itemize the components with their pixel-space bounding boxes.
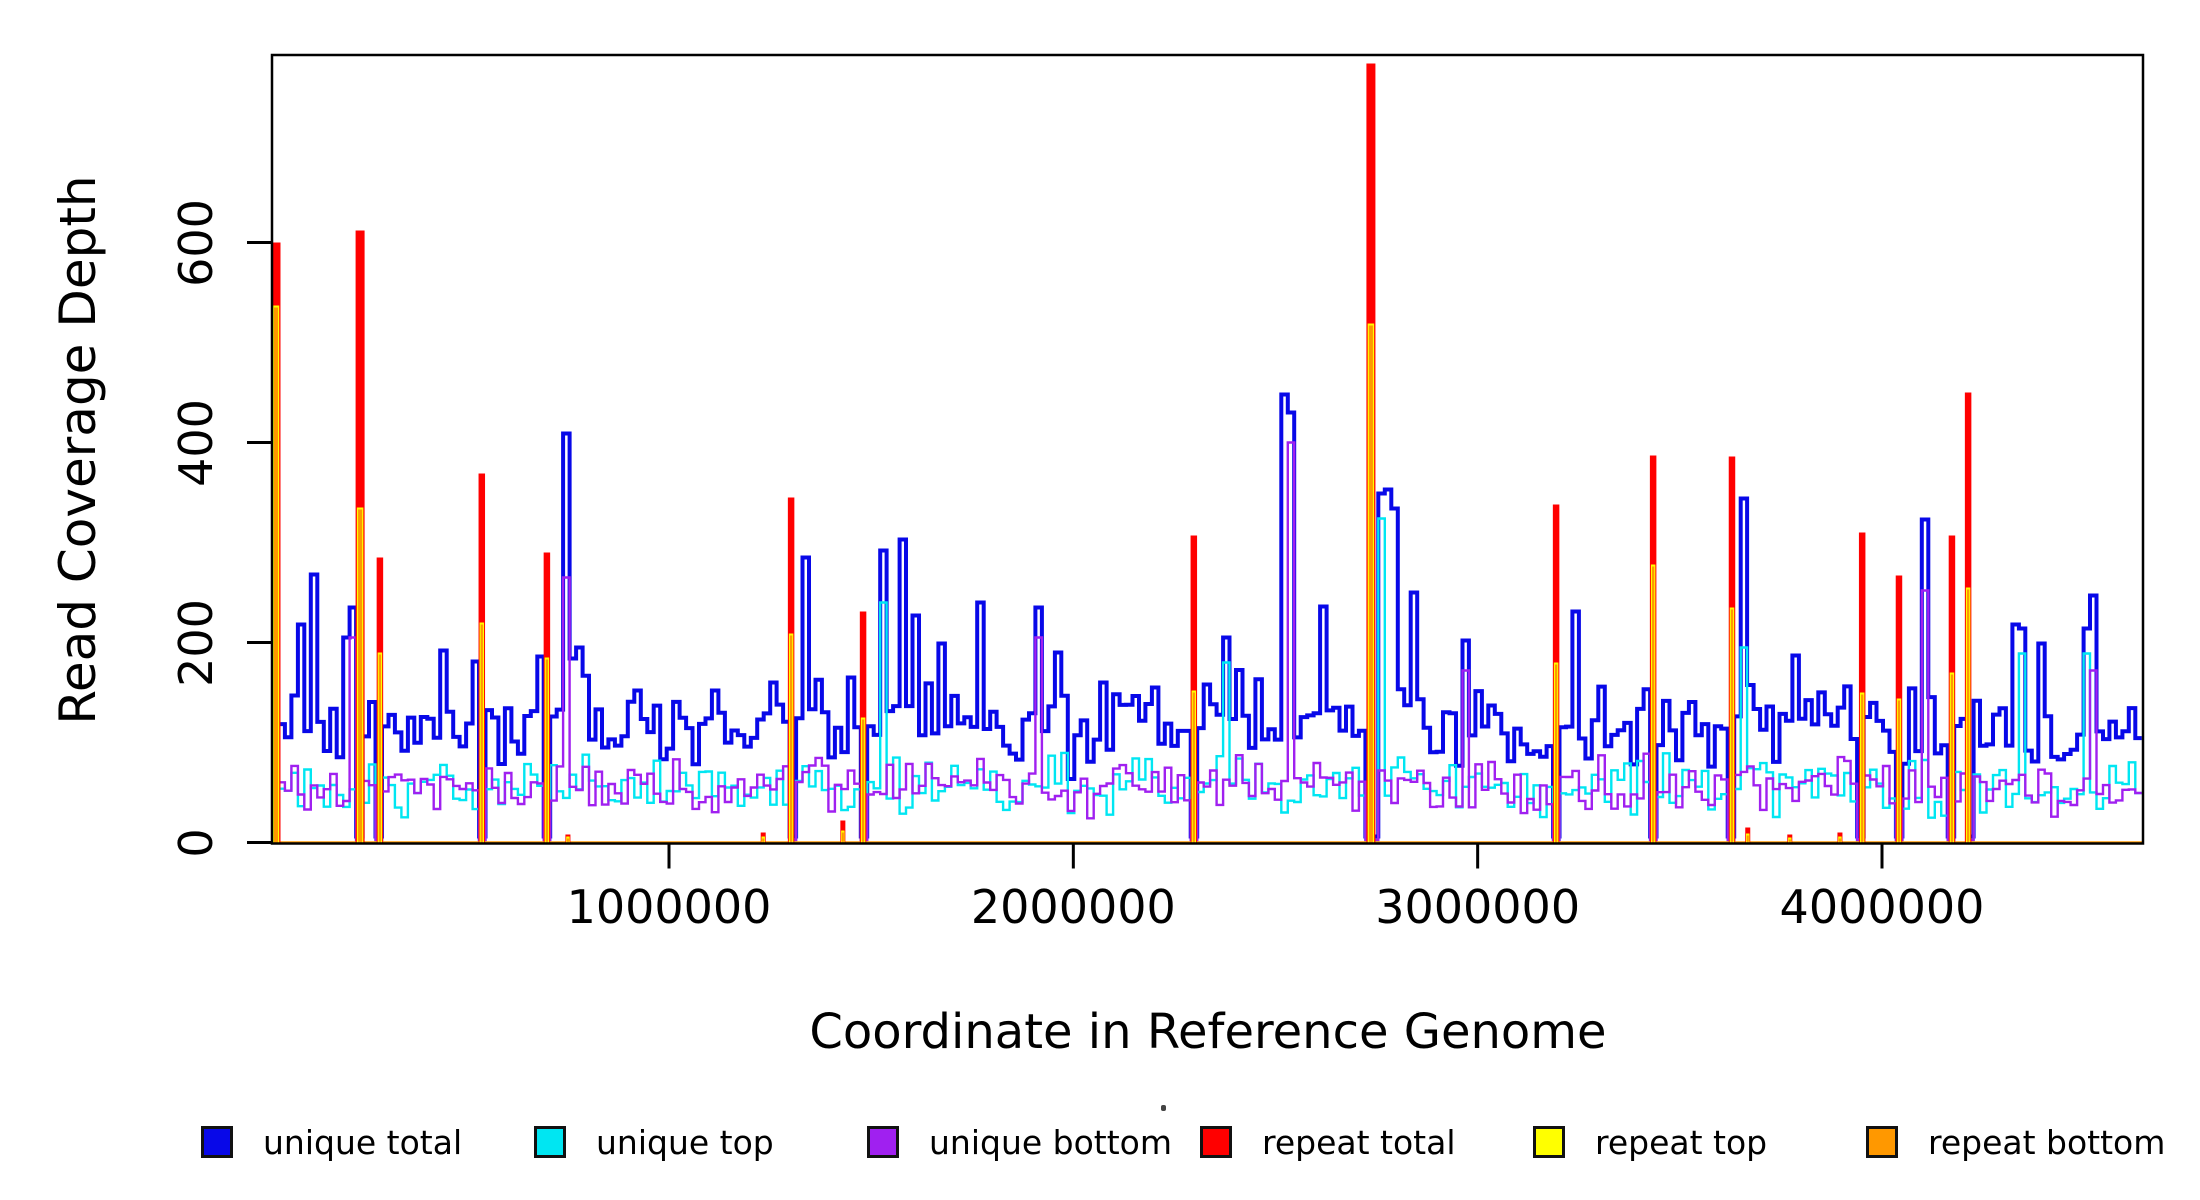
unique-total-series — [272, 392, 2142, 839]
x-tick-label: 3000000 — [1375, 880, 1581, 934]
y-axis-title: Read Coverage Depth — [49, 175, 107, 725]
unique-top-swatch-icon — [534, 1126, 566, 1158]
repeat-bottom-spike — [861, 719, 865, 844]
repeat-bottom-spike — [358, 509, 363, 844]
repeat-bottom-spike — [545, 659, 548, 844]
repeat-bottom-spike — [1861, 694, 1864, 844]
y-tick-label: 400 — [169, 398, 223, 487]
repeat-bottom-swatch-icon — [1866, 1126, 1898, 1158]
repeat-bottom-spike — [841, 832, 844, 844]
repeat-bottom-spike — [480, 624, 483, 844]
repeat-bottom-spike — [1788, 839, 1791, 844]
legend-item-repeat-top: repeat top — [1533, 1118, 1767, 1166]
legend-label: repeat total — [1262, 1122, 1456, 1162]
unique-total-swatch-icon — [201, 1126, 233, 1158]
legend-label: unique total — [263, 1122, 463, 1162]
unique-bottom-series — [272, 441, 2142, 842]
repeat-bottom-spike — [1652, 566, 1655, 844]
legend-item-unique-top: unique top — [534, 1118, 774, 1166]
repeat-bottom-spike — [1746, 835, 1749, 844]
x-tick-label: 2000000 — [970, 880, 1176, 934]
repeat-bottom-spike — [1730, 609, 1734, 844]
legend-item-repeat-bottom: repeat bottom — [1866, 1118, 2165, 1166]
x-axis-title: Coordinate in Reference Genome — [809, 1004, 1607, 1060]
y-tick-label: 600 — [169, 198, 223, 287]
legend-label: unique bottom — [929, 1122, 1173, 1162]
repeat-top-swatch-icon — [1533, 1126, 1565, 1158]
legend-item-unique-bottom: unique bottom — [867, 1118, 1172, 1166]
repeat-bottom-spike — [378, 654, 382, 844]
repeat-total-swatch-icon — [1200, 1126, 1232, 1158]
legend-label: repeat bottom — [1928, 1122, 2166, 1162]
legend-label: unique top — [596, 1122, 774, 1162]
legend-item-unique-total: unique total — [201, 1118, 462, 1166]
repeat-bottom-spike — [566, 838, 569, 844]
repeat-bottom-spike — [1555, 664, 1558, 844]
repeat-bottom-spike — [1368, 325, 1373, 844]
y-tick-label: 0 — [169, 827, 223, 858]
unique-bottom-swatch-icon — [867, 1126, 899, 1158]
repeat-bottom-spike — [273, 307, 278, 844]
plot-frame — [270, 53, 2145, 845]
repeat-bottom-spike — [790, 635, 793, 844]
plot-legend: unique total unique top unique bottom re… — [0, 1118, 2200, 1178]
stray-mark — [1161, 1105, 1166, 1111]
x-tick-label: 1000000 — [566, 880, 772, 934]
repeat-bottom-spike — [1967, 589, 1970, 844]
repeat-total-spike — [1190, 535, 1198, 844]
repeat-bottom-spike — [762, 838, 765, 844]
x-tick-label: 4000000 — [1779, 880, 1985, 934]
repeat-bottom-spike — [1192, 692, 1195, 844]
repeat-bottom-spike — [1838, 838, 1841, 844]
y-tick-label: 200 — [169, 598, 223, 687]
repeat-total-spike — [1858, 532, 1866, 844]
repeat-bottom-spike — [1897, 700, 1901, 844]
legend-item-repeat-total: repeat total — [1200, 1118, 1456, 1166]
repeat-bottom-spike — [1950, 674, 1954, 844]
legend-label: repeat top — [1595, 1122, 1768, 1162]
